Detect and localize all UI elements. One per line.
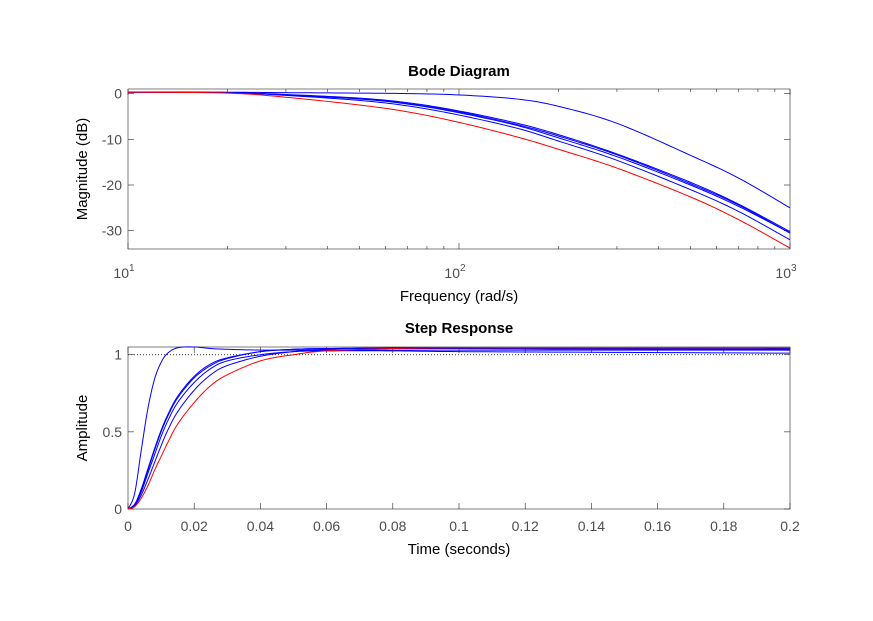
bode-tick-labels: 0 -10 -20 -30 101 102 103 [102,86,797,281]
step-tick-labels: 0 0.5 1 0 0.02 0.04 0.06 0.08 0.1 0.12 0.14 0.16 0.1… [103,347,800,534]
bode-series-line-4 [127,91,791,233]
step-x-tick-label: 0.12 [512,518,539,534]
step-x-tick-label: 0.02 [181,518,208,534]
bode-x-label: Frequency (rad/s) [400,288,518,305]
bode-title: Bode Diagram [408,63,510,80]
bode-y-tick-label: 0 [114,86,122,102]
bode-y-label: Magnitude (dB) [74,118,91,221]
step-series-line-6 [127,347,790,510]
step-y-tick-label: 0 [114,501,122,517]
bode-x-tick-label: 102 [444,263,466,281]
step-series-line-4 [127,350,791,510]
bode-series-line-5 [127,91,791,241]
bode-axes: 0 -10 -20 -30 101 102 103 Bode Diagram Frequen… [74,63,797,305]
step-x-tick-label: 0.2 [780,518,800,534]
step-series-line-5 [127,347,791,510]
bode-y-tick-label: -30 [102,223,122,239]
bode-plot-area [127,88,791,250]
bode-y-tick-label: -20 [102,177,122,193]
bode-series-line-1 [128,91,791,209]
step-x-tick-label: 0.08 [379,518,406,534]
step-x-tick-label: 0.1 [449,518,469,534]
step-x-tick-label: 0.18 [710,518,737,534]
step-y-label: Amplitude [74,395,91,462]
step-y-tick-label: 1 [114,347,122,363]
step-x-tick-label: 0.14 [578,518,605,534]
step-y-tick-label: 0.5 [103,424,123,440]
bode-lines [127,91,791,249]
step-x-tick-label: 0.04 [247,518,274,534]
step-plot-area [127,346,791,510]
bode-y-tick-label: -10 [102,131,122,147]
step-axes: 0 0.5 1 0 0.02 0.04 0.06 0.08 0.1 0.12 0.14 0.16 0.1… [74,320,800,558]
step-x-label: Time (seconds) [408,541,511,558]
step-lines [127,346,791,510]
bode-ticks [127,89,791,249]
bode-series-line-6 [127,91,791,249]
step-series-line-1 [127,346,790,510]
step-x-tick-label: 0.16 [644,518,671,534]
bode-x-tick-label: 101 [113,263,135,281]
step-x-tick-label: 0.06 [313,518,340,534]
step-title: Step Response [405,320,513,337]
bode-x-tick-label: 103 [775,263,797,281]
step-x-tick-label: 0 [124,518,132,534]
